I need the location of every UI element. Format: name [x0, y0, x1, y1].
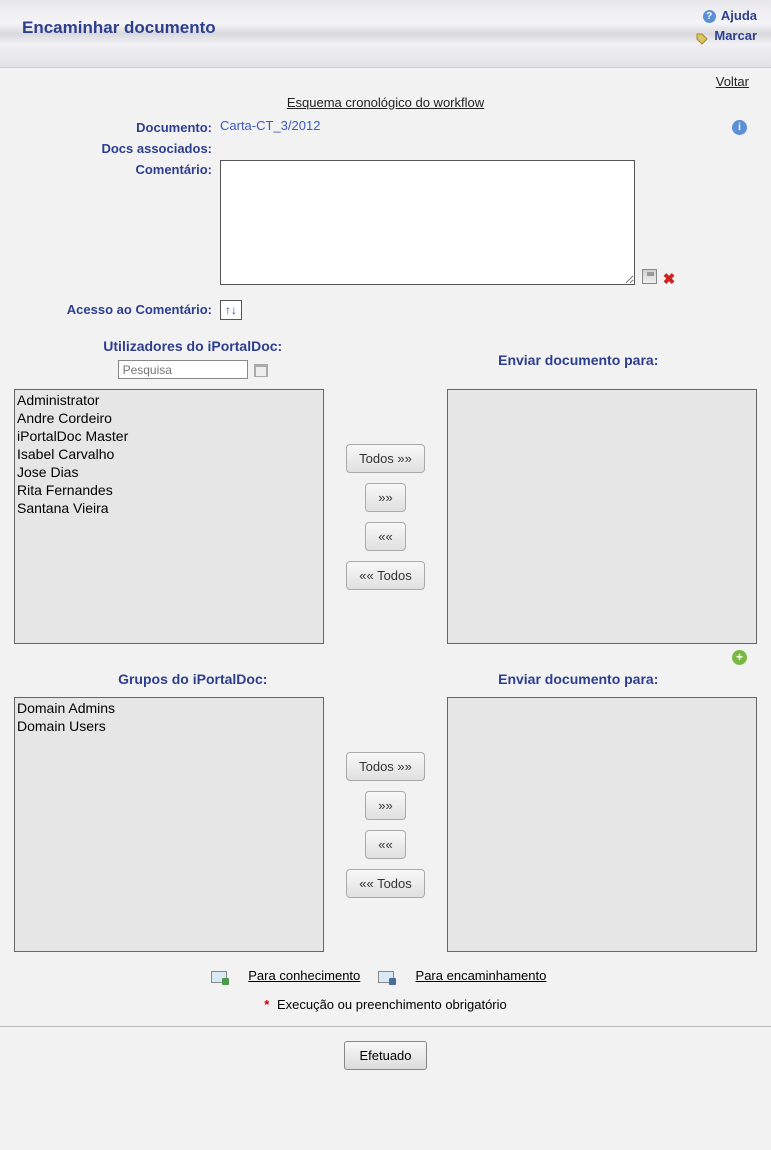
list-item[interactable]: Domain Users — [17, 717, 321, 735]
divider — [0, 1026, 771, 1027]
page-title: Encaminhar documento — [22, 18, 216, 38]
mark-label: Marcar — [714, 28, 757, 43]
users-move-all-right[interactable]: Todos »» — [346, 444, 425, 473]
list-item[interactable]: Administrator — [17, 391, 321, 409]
list-item[interactable]: Rita Fernandes — [17, 481, 321, 499]
groups-picker: Domain AdminsDomain Users Todos »» »» ««… — [0, 697, 771, 952]
users-search-picker-icon[interactable] — [254, 364, 268, 377]
groups-available-list[interactable]: Domain AdminsDomain Users — [14, 697, 324, 952]
legend-forward-label[interactable]: Para encaminhamento — [416, 968, 547, 983]
list-item[interactable]: iPortalDoc Master — [17, 427, 321, 445]
groups-right-title: Enviar documento para: — [386, 671, 771, 687]
document-value-cell: Carta-CT_3/2012 i — [220, 118, 747, 135]
save-icon[interactable] — [642, 269, 657, 284]
groups-move-all-left[interactable]: «« Todos — [346, 869, 425, 898]
mark-link[interactable]: Marcar — [696, 26, 757, 46]
page-header: Encaminhar documento ? Ajuda Marcar — [0, 0, 771, 68]
list-item[interactable]: Jose Dias — [17, 463, 321, 481]
required-label: Execução ou preenchimento obrigatório — [277, 997, 507, 1012]
legend-forward: Para encaminhamento — [378, 968, 560, 983]
footer-legend: Para conhecimento Para encaminhamento — [0, 968, 771, 983]
users-move-buttons: Todos »» »» «« «« Todos — [324, 389, 447, 644]
users-picker: AdministratorAndre CordeiroiPortalDoc Ma… — [0, 389, 771, 644]
groups-left-title: Grupos do iPortalDoc: — [0, 671, 386, 687]
required-note: * Execução ou preenchimento obrigatório — [0, 997, 771, 1012]
submit-row: Efetuado — [0, 1041, 771, 1088]
form-area: Documento: Carta-CT_3/2012 i Docs associ… — [0, 118, 771, 320]
back-link[interactable]: Voltar — [716, 74, 749, 89]
document-label: Documento: — [24, 118, 220, 135]
comment-textarea[interactable] — [220, 160, 635, 285]
row-access: Acesso ao Comentário: ↑↓ — [24, 300, 747, 320]
access-toggle[interactable]: ↑↓ — [220, 300, 242, 320]
row-assoc: Docs associados: — [24, 139, 747, 156]
users-move-left[interactable]: «« — [365, 522, 405, 551]
breadcrumb-row: Voltar — [0, 68, 771, 89]
comment-value-cell: ✖ — [220, 160, 747, 288]
list-item[interactable]: Santana Vieira — [17, 499, 321, 517]
info-icon[interactable]: i — [732, 120, 747, 135]
list-item[interactable]: Isabel Carvalho — [17, 445, 321, 463]
comment-label: Comentário: — [24, 160, 220, 288]
users-search-input[interactable] — [118, 360, 248, 379]
groups-left-col: Grupos do iPortalDoc: — [0, 671, 386, 693]
row-comment: Comentário: ✖ — [24, 160, 747, 288]
groups-move-right[interactable]: »» — [365, 791, 405, 820]
users-left-title: Utilizadores do iPortalDoc: — [0, 338, 386, 354]
access-label: Acesso ao Comentário: — [24, 300, 220, 320]
legend-info-label[interactable]: Para conhecimento — [248, 968, 360, 983]
header-actions: ? Ajuda Marcar — [696, 6, 757, 46]
list-item[interactable]: Andre Cordeiro — [17, 409, 321, 427]
users-move-all-left[interactable]: «« Todos — [346, 561, 425, 590]
document-link[interactable]: Carta-CT_3/2012 — [220, 118, 320, 133]
row-document: Documento: Carta-CT_3/2012 i — [24, 118, 747, 135]
required-star: * — [264, 997, 269, 1012]
groups-section-titles: Grupos do iPortalDoc: Enviar documento p… — [0, 671, 771, 693]
mail-forward-icon — [378, 971, 394, 983]
access-value-cell: ↑↓ — [220, 300, 747, 320]
assoc-label: Docs associados: — [24, 139, 220, 156]
mail-info-icon — [211, 971, 227, 983]
groups-right-col: Enviar documento para: — [386, 671, 771, 693]
users-selected-list[interactable] — [447, 389, 757, 644]
assoc-value — [220, 139, 747, 156]
tag-icon — [696, 31, 708, 43]
users-section-titles: Utilizadores do iPortalDoc: Enviar docum… — [0, 338, 771, 385]
groups-move-left[interactable]: «« — [365, 830, 405, 859]
users-right-col: Enviar documento para: — [386, 338, 771, 385]
delete-icon[interactable]: ✖ — [663, 271, 676, 288]
groups-move-all-right[interactable]: Todos »» — [346, 752, 425, 781]
groups-selected-list[interactable] — [447, 697, 757, 952]
help-label: Ajuda — [721, 8, 757, 23]
add-icon[interactable]: + — [732, 650, 747, 665]
comment-icons: ✖ — [642, 269, 675, 288]
add-user-row: + — [0, 644, 771, 665]
list-item[interactable]: Domain Admins — [17, 699, 321, 717]
submit-button[interactable]: Efetuado — [344, 1041, 426, 1070]
groups-move-buttons: Todos »» »» «« «« Todos — [324, 697, 447, 952]
users-search-wrap — [0, 360, 386, 379]
users-right-title: Enviar documento para: — [386, 352, 771, 368]
help-icon: ? — [703, 10, 716, 23]
workflow-row: Esquema cronológico do workflow — [0, 89, 771, 118]
users-left-col: Utilizadores do iPortalDoc: — [0, 338, 386, 385]
legend-info: Para conhecimento — [211, 968, 378, 983]
help-link[interactable]: ? Ajuda — [696, 6, 757, 26]
users-move-right[interactable]: »» — [365, 483, 405, 512]
users-available-list[interactable]: AdministratorAndre CordeiroiPortalDoc Ma… — [14, 389, 324, 644]
workflow-link[interactable]: Esquema cronológico do workflow — [287, 95, 484, 110]
